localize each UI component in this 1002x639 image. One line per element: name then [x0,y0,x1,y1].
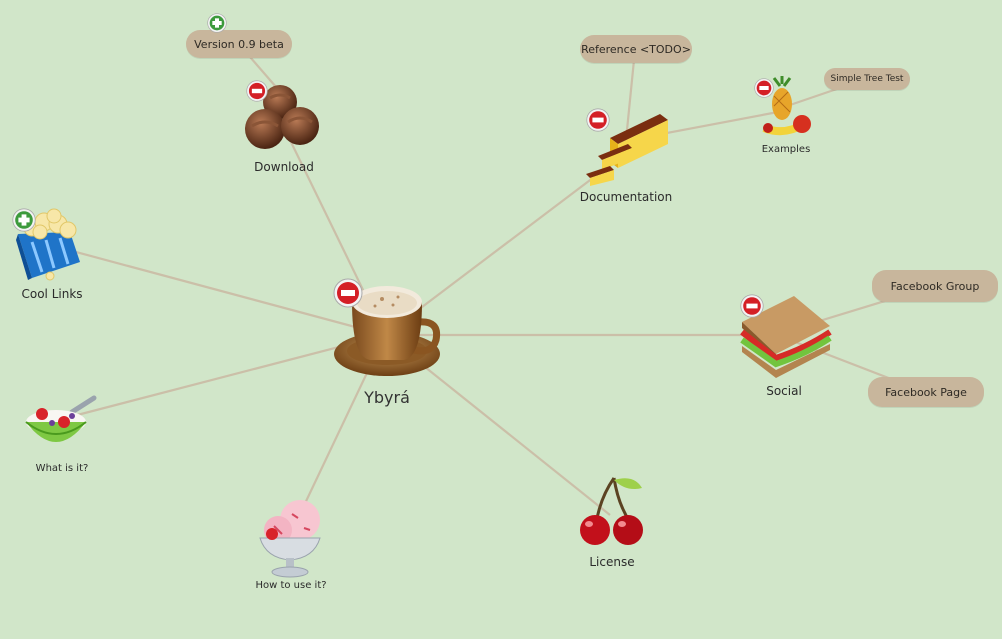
expand-button[interactable] [12,208,36,236]
node-examples[interactable]: Examples [750,76,822,158]
fruit-basket-icon [762,76,811,136]
node-how-to-use[interactable]: How to use it? [248,498,334,594]
collapse-button[interactable] [333,278,363,312]
minus-icon [740,294,764,318]
yogurt-bowl-icon [25,395,97,442]
collapse-button[interactable] [586,108,610,136]
pill-facebook-group[interactable]: Facebook Group [872,270,998,302]
expand-button[interactable] [207,13,227,37]
cake-slice-icon [586,114,668,186]
pill-label: Version 0.9 beta [194,37,284,51]
sandwich-icon [740,296,832,378]
pill-version[interactable]: Version 0.9 beta [186,30,292,58]
node-label: Social [766,384,802,398]
edge-center-coollinks [49,243,386,337]
plus-icon [12,208,36,232]
collapse-button[interactable] [754,78,774,102]
node-label: Cool Links [21,287,83,301]
coffee-cup-icon [334,286,441,376]
node-social[interactable]: Social [736,292,832,400]
node-cool-links[interactable]: Cool Links [10,206,94,304]
pill-reference[interactable]: Reference <TODO> [580,35,692,63]
minus-icon [246,80,268,102]
edge-center-whatisit [57,333,386,422]
plus-icon [207,13,227,33]
node-label: Download [254,160,314,174]
node-label: What is it? [35,463,89,474]
popcorn-icon [16,208,80,281]
node-download[interactable]: Download [240,80,330,182]
node-label: License [589,555,635,569]
center-label: Ybyrá [364,388,410,407]
pill-label: Reference <TODO> [581,42,691,56]
pill-facebook-page[interactable]: Facebook Page [868,377,984,407]
node-label: Documentation [579,190,673,204]
collapse-button[interactable] [246,80,268,106]
node-what-is-it[interactable]: What is it? [22,392,102,476]
edge-center-documentation [384,164,611,336]
node-license[interactable]: License [574,472,650,570]
collapse-button[interactable] [740,294,764,322]
minus-icon [333,278,363,308]
cherries-icon [580,477,643,545]
pill-label: Facebook Group [890,279,980,293]
node-label: How to use it? [255,580,327,591]
pill-simple-tree[interactable]: Simple Tree Test [824,68,910,90]
minus-icon [754,78,774,98]
pill-label: Simple Tree Test [830,74,904,84]
node-documentation[interactable]: Documentation [580,108,672,208]
node-label: Examples [761,144,811,155]
chocolates-icon [245,85,319,149]
pill-label: Facebook Page [885,385,967,399]
center-node[interactable]: Ybyrá [330,272,445,417]
ice-cream-cup-icon [259,500,321,578]
minus-icon [586,108,610,132]
